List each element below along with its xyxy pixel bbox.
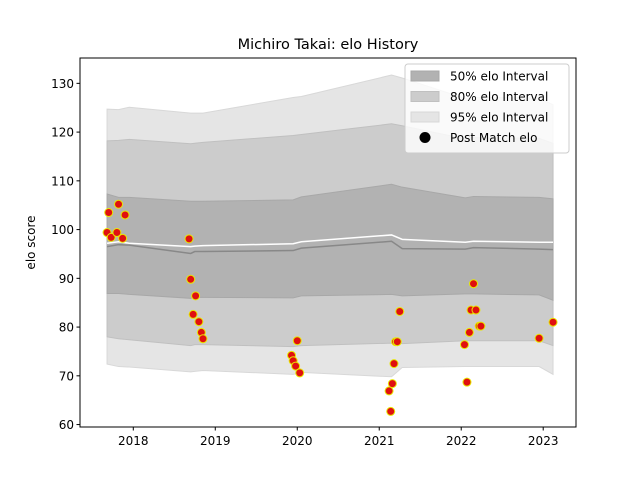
post-match-elo-point [388, 380, 396, 388]
post-match-elo-point [463, 378, 471, 386]
y-tick-label: 120 [51, 126, 74, 140]
y-tick-label: 130 [51, 77, 74, 91]
post-match-elo-point [390, 360, 398, 368]
post-match-elo-point [296, 369, 304, 377]
post-match-elo-point [461, 341, 469, 349]
post-match-elo-point [115, 200, 123, 208]
x-tick-label: 2022 [446, 434, 477, 448]
post-match-elo-point [105, 209, 113, 217]
legend-label: 80% elo Interval [450, 90, 548, 104]
post-match-elo-point [477, 322, 485, 330]
post-match-elo-point [470, 280, 478, 288]
post-match-elo-point [472, 306, 480, 314]
post-match-elo-point [385, 387, 393, 395]
post-match-elo-point [396, 307, 404, 315]
post-match-elo-point [293, 337, 301, 345]
post-match-elo-point [199, 335, 207, 343]
legend-swatch [411, 92, 439, 102]
post-match-elo-point [393, 338, 401, 346]
post-match-elo-point [387, 407, 395, 415]
legend-marker [420, 132, 431, 143]
post-match-elo-point [192, 292, 200, 300]
post-match-elo-point [465, 328, 473, 336]
y-tick-label: 70 [59, 369, 74, 383]
post-match-elo-point [187, 275, 195, 283]
y-tick-label: 100 [51, 223, 74, 237]
legend-label: 50% elo Interval [450, 70, 548, 84]
post-match-elo-point [549, 318, 557, 326]
band-50-interval [107, 184, 553, 300]
legend: 50% elo Interval 80% elo Interval 95% elo … [405, 64, 569, 153]
legend-swatch [411, 71, 439, 81]
y-tick-label: 80 [59, 321, 74, 335]
y-tick-label: 90 [59, 272, 74, 286]
x-tick-label: 2023 [528, 434, 559, 448]
post-match-elo-point [189, 310, 197, 318]
legend-label: 95% elo Interval [450, 111, 548, 125]
y-tick-label: 60 [59, 418, 74, 432]
post-match-elo-point [185, 235, 193, 243]
post-match-elo-point [195, 318, 203, 326]
chart-title: Michiro Takai: elo History [238, 37, 419, 53]
x-tick-label: 2019 [200, 434, 231, 448]
legend-label: Post Match elo [450, 131, 537, 145]
legend-swatch [411, 112, 439, 122]
post-match-elo-point [119, 234, 127, 242]
x-tick-label: 2021 [364, 434, 395, 448]
x-tick-label: 2020 [282, 434, 313, 448]
y-tick-label: 110 [51, 174, 74, 188]
y-axis-label: elo score [24, 215, 38, 269]
post-match-elo-point [535, 334, 543, 342]
x-tick-label: 2018 [118, 434, 149, 448]
post-match-elo-point [121, 211, 129, 219]
